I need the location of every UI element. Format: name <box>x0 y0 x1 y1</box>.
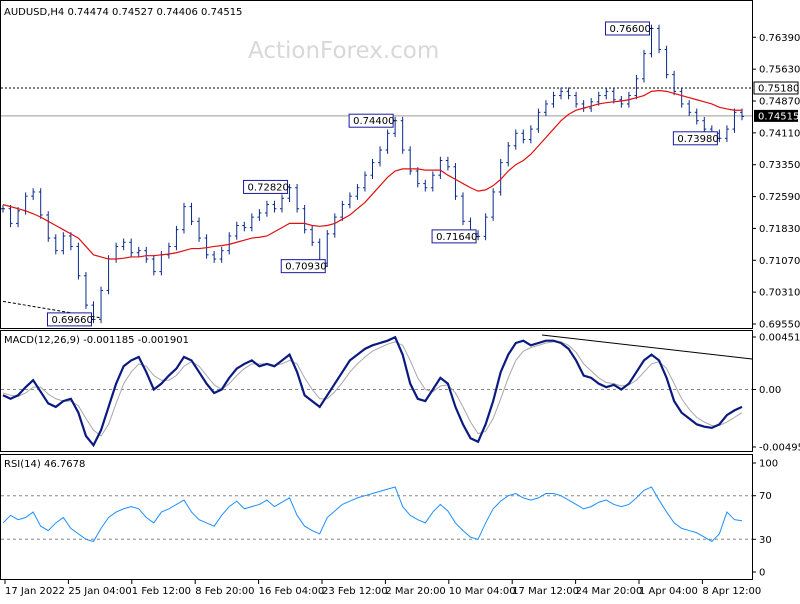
rsi-tick-label: 30 <box>759 535 772 546</box>
annotation-box <box>280 259 326 274</box>
price-tick-label: 0.74870 <box>759 96 800 107</box>
price-tick-label: 0.69550 <box>759 320 800 331</box>
price-tick-label: 0.70310 <box>759 288 800 299</box>
macd-line <box>2 335 743 448</box>
x-tick-label: 17 Mar 12:00 <box>512 586 579 597</box>
annotation-box <box>243 179 289 194</box>
rsi-line <box>2 486 743 543</box>
annotation-label: 0.73980 <box>677 134 718 145</box>
x-tick-label: 25 Jan 04:00 <box>68 586 131 597</box>
macd-panel-frame <box>0 330 753 452</box>
moving-average-line <box>2 89 742 260</box>
x-tick-label: 1 Apr 04:00 <box>639 586 698 597</box>
x-tick-label: 8 Feb 20:00 <box>195 586 254 597</box>
annotation-label: 0.69660 <box>51 315 92 326</box>
watermark: ActionForex.com <box>248 38 439 64</box>
x-tick-label: 1 Feb 12:00 <box>132 586 191 597</box>
macd-tick-label: -0.00495 <box>759 443 800 454</box>
macd-trend-line <box>541 334 753 360</box>
price-tick-label: 0.73350 <box>759 160 800 171</box>
annotation-box <box>672 131 718 146</box>
annotation-label: 0.70930 <box>285 262 326 273</box>
annotation-box <box>605 21 651 36</box>
x-tick-label: 16 Feb 04:00 <box>259 586 325 597</box>
x-tick-label: 17 Jan 2022 <box>5 586 65 597</box>
rsi-tick-label: 100 <box>759 459 778 470</box>
macd-tick-label: 0.004517 <box>759 333 800 344</box>
x-tick-label: 23 Feb 12:00 <box>322 586 388 597</box>
x-tick-label: 2 Mar 20:00 <box>385 586 445 597</box>
macd-panel-header: MACD(12,26,9) -0.001185 -0.001901 <box>4 335 189 346</box>
rsi-panel-header: RSI(14) 46.7678 <box>4 459 85 470</box>
price-tick-label: 0.74110 <box>759 128 800 139</box>
macd-tick-label: 0.00 <box>759 385 781 396</box>
price-tick-label: 0.71070 <box>759 256 800 267</box>
rsi-tick-label: 0 <box>759 568 765 579</box>
current-price-label: 0.74515 <box>758 111 799 122</box>
x-tick-label: 10 Mar 04:00 <box>449 586 516 597</box>
rsi-tick-label: 70 <box>759 491 772 502</box>
annotation-label: 0.76600 <box>610 24 651 35</box>
annotation-layer: 0.76600 0.74400 0.72820 0.70930 0.71640 0.696… <box>46 21 753 360</box>
resistance-label: 0.75180 <box>758 84 799 95</box>
series-layer <box>1 24 744 543</box>
price-panel-header: AUDUSD,H4 0.74474 0.74527 0.74406 0.7451… <box>4 7 242 18</box>
resistance-label-box <box>753 81 799 95</box>
annotation-box <box>348 113 394 128</box>
price-tick-label: 0.76390 <box>759 33 800 44</box>
macd-signal-line <box>2 341 743 437</box>
x-tick-label: 8 Apr 12:00 <box>702 586 761 597</box>
annotation-box <box>431 229 477 244</box>
annotation-label: 0.72820 <box>248 182 289 193</box>
annotation-box <box>46 312 92 327</box>
price-tick-label: 0.71830 <box>759 224 800 235</box>
rsi-panel-frame <box>0 454 753 580</box>
price-tick-label: 0.75630 <box>759 65 800 76</box>
annotation-label: 0.71640 <box>436 232 477 243</box>
annotation-label: 0.74400 <box>353 116 394 127</box>
axis-layer: 0.76390 0.75630 0.74870 0.74110 0.73350 0.725… <box>4 33 800 597</box>
current-price-box <box>754 109 798 122</box>
grid-layer <box>1 87 752 540</box>
x-tick-label: 24 Mar 20:00 <box>576 586 643 597</box>
price-tick-label: 0.72590 <box>759 192 800 203</box>
